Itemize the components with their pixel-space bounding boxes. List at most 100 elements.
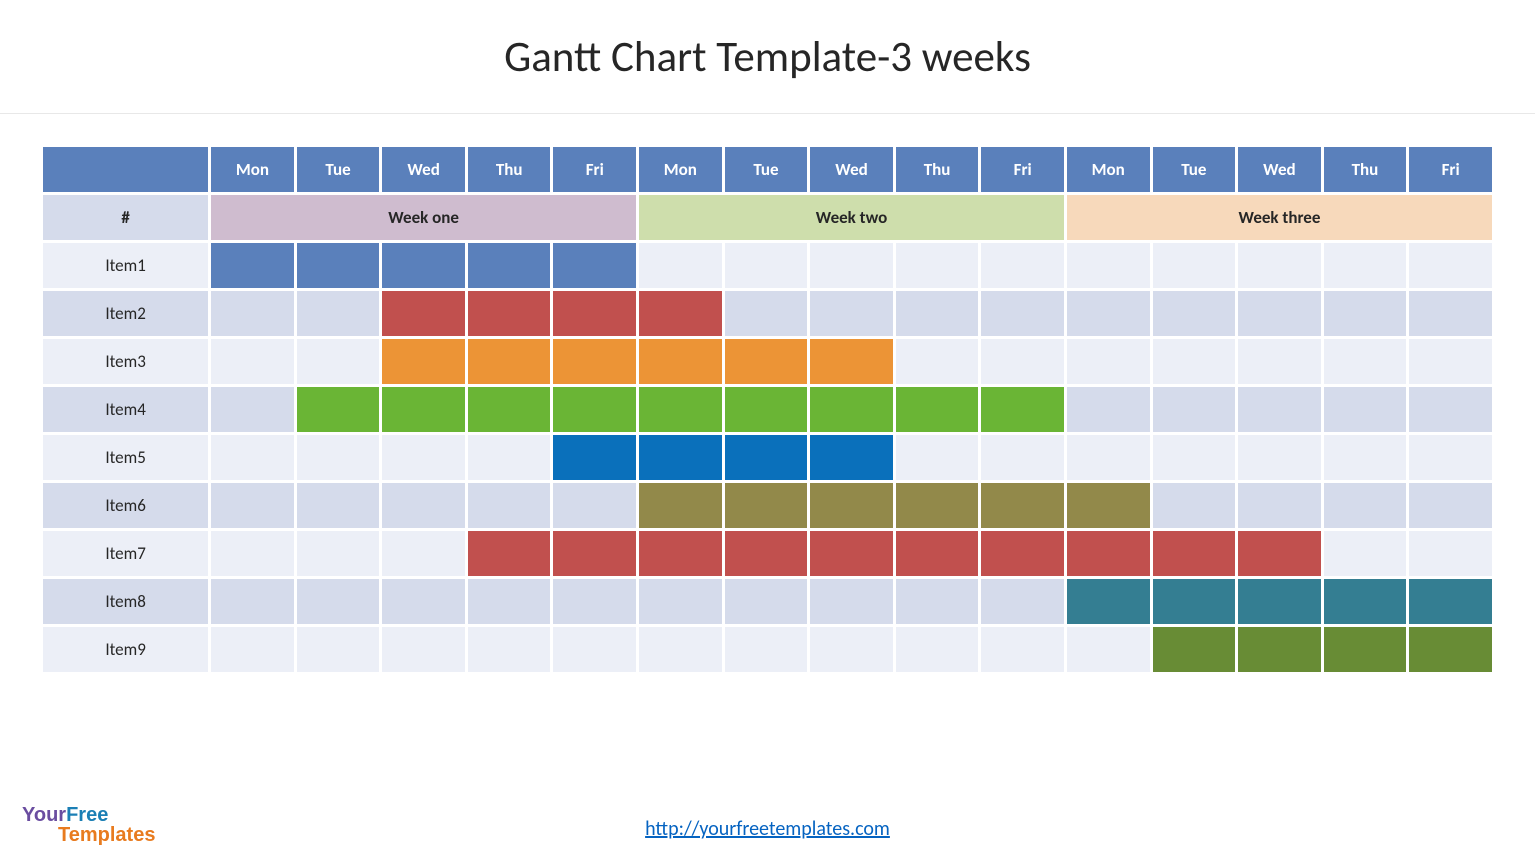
gantt-cell bbox=[810, 387, 893, 432]
gantt-cell bbox=[639, 579, 722, 624]
gantt-cell bbox=[981, 531, 1064, 576]
gantt-cell bbox=[1238, 435, 1321, 480]
day-header: Tue bbox=[725, 147, 808, 192]
gantt-cell bbox=[896, 627, 979, 672]
day-header: Tue bbox=[297, 147, 380, 192]
gantt-cell bbox=[468, 339, 551, 384]
item-label: Item4 bbox=[43, 387, 208, 432]
gantt-cell bbox=[1067, 387, 1150, 432]
gantt-cell bbox=[553, 531, 636, 576]
gantt-cell bbox=[553, 483, 636, 528]
gantt-cell bbox=[1324, 387, 1407, 432]
item-label: Item8 bbox=[43, 579, 208, 624]
source-link[interactable]: http://yourfreetemplates.com bbox=[645, 817, 890, 841]
gantt-cell bbox=[553, 243, 636, 288]
gantt-cell bbox=[1324, 339, 1407, 384]
gantt-cell bbox=[1153, 579, 1236, 624]
chart-title: Gantt Chart Template-3 weeks bbox=[0, 0, 1535, 113]
gantt-cell bbox=[1409, 531, 1492, 576]
gantt-cell bbox=[211, 339, 294, 384]
gantt-cell bbox=[1409, 483, 1492, 528]
gantt-cell bbox=[1067, 579, 1150, 624]
gantt-cell bbox=[896, 243, 979, 288]
gantt-cell bbox=[1324, 531, 1407, 576]
gantt-cell bbox=[211, 627, 294, 672]
gantt-cell bbox=[297, 291, 380, 336]
gantt-cell bbox=[297, 243, 380, 288]
gantt-cell bbox=[639, 243, 722, 288]
gantt-cell bbox=[1238, 483, 1321, 528]
gantt-cell bbox=[1324, 579, 1407, 624]
day-header: Thu bbox=[896, 147, 979, 192]
item-label: Item6 bbox=[43, 483, 208, 528]
gantt-cell bbox=[1324, 435, 1407, 480]
item-label: Item7 bbox=[43, 531, 208, 576]
gantt-cell bbox=[211, 579, 294, 624]
gantt-cell bbox=[1238, 387, 1321, 432]
gantt-cell bbox=[382, 339, 465, 384]
day-header: Fri bbox=[981, 147, 1064, 192]
gantt-cell bbox=[725, 387, 808, 432]
gantt-cell bbox=[1067, 531, 1150, 576]
day-header: Wed bbox=[1238, 147, 1321, 192]
gantt-cell bbox=[639, 531, 722, 576]
gantt-cell bbox=[1409, 291, 1492, 336]
gantt-cell bbox=[1238, 339, 1321, 384]
gantt-cell bbox=[810, 531, 893, 576]
item-label: Item3 bbox=[43, 339, 208, 384]
gantt-cell bbox=[468, 243, 551, 288]
gantt-cell bbox=[1067, 627, 1150, 672]
gantt-cell bbox=[810, 243, 893, 288]
gantt-cell bbox=[896, 483, 979, 528]
gantt-cell bbox=[896, 291, 979, 336]
item-label: Item2 bbox=[43, 291, 208, 336]
day-header: Mon bbox=[1067, 147, 1150, 192]
gantt-cell bbox=[981, 435, 1064, 480]
gantt-cell bbox=[297, 531, 380, 576]
gantt-cell bbox=[553, 291, 636, 336]
gantt-cell bbox=[297, 387, 380, 432]
gantt-table: MonTueWedThuFriMonTueWedThuFriMonTueWedT… bbox=[40, 144, 1495, 675]
gantt-cell bbox=[1067, 291, 1150, 336]
gantt-cell bbox=[981, 627, 1064, 672]
gantt-cell bbox=[553, 387, 636, 432]
gantt-cell bbox=[1153, 627, 1236, 672]
week-label: Week three bbox=[1067, 195, 1492, 240]
gantt-cell bbox=[1067, 339, 1150, 384]
gantt-cell bbox=[725, 483, 808, 528]
day-header: Thu bbox=[1324, 147, 1407, 192]
gantt-cell bbox=[1153, 291, 1236, 336]
gantt-cell bbox=[1409, 387, 1492, 432]
gantt-cell bbox=[468, 531, 551, 576]
day-header: Fri bbox=[1409, 147, 1492, 192]
gantt-cell bbox=[1324, 627, 1407, 672]
gantt-cell bbox=[810, 339, 893, 384]
hash-label: # bbox=[43, 195, 208, 240]
gantt-cell bbox=[468, 291, 551, 336]
gantt-cell bbox=[211, 531, 294, 576]
gantt-cell bbox=[1238, 627, 1321, 672]
gantt-cell bbox=[211, 435, 294, 480]
gantt-cell bbox=[553, 435, 636, 480]
gantt-cell bbox=[211, 483, 294, 528]
gantt-cell bbox=[639, 387, 722, 432]
gantt-cell bbox=[810, 291, 893, 336]
gantt-cell bbox=[1238, 531, 1321, 576]
gantt-cell bbox=[1153, 339, 1236, 384]
week-label: Week one bbox=[211, 195, 636, 240]
day-header: Tue bbox=[1153, 147, 1236, 192]
gantt-cell bbox=[468, 483, 551, 528]
gantt-cell bbox=[981, 243, 1064, 288]
gantt-cell bbox=[810, 435, 893, 480]
gantt-cell bbox=[553, 627, 636, 672]
day-header: Mon bbox=[639, 147, 722, 192]
gantt-cell bbox=[1067, 483, 1150, 528]
gantt-cell bbox=[896, 531, 979, 576]
gantt-cell bbox=[810, 483, 893, 528]
day-header: Thu bbox=[468, 147, 551, 192]
gantt-cell bbox=[382, 531, 465, 576]
gantt-cell bbox=[468, 579, 551, 624]
item-label: Item5 bbox=[43, 435, 208, 480]
gantt-cell bbox=[1324, 243, 1407, 288]
gantt-cell bbox=[1409, 579, 1492, 624]
